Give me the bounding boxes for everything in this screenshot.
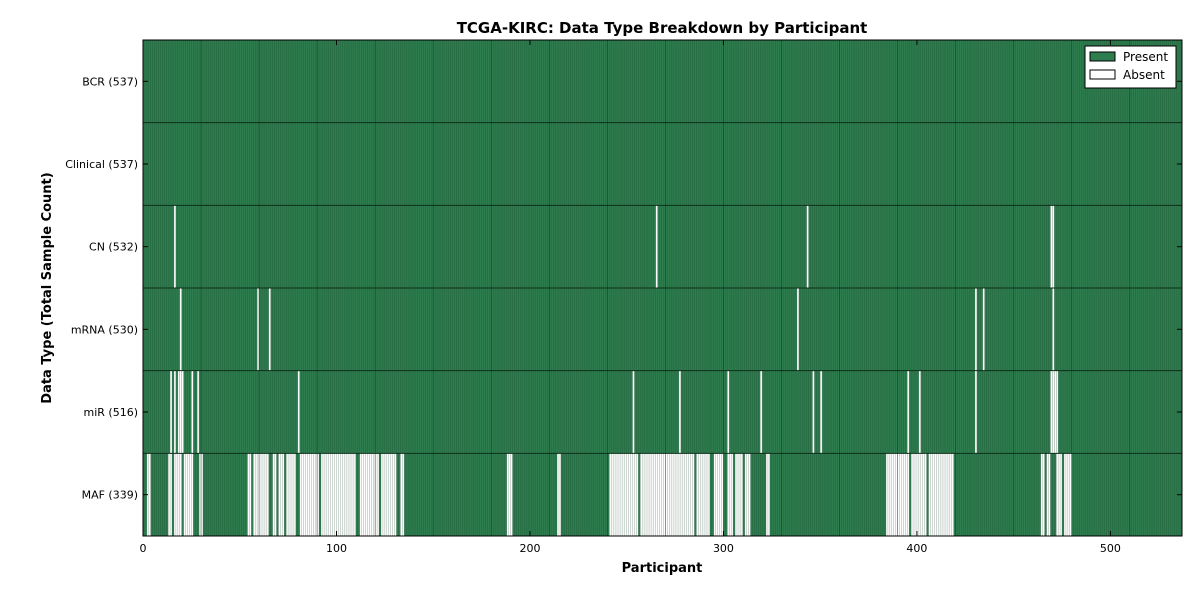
y-axis-label: Data Type (Total Sample Count)	[40, 172, 55, 403]
y-tick-label: CN (532)	[89, 241, 138, 254]
absent-cell	[278, 453, 285, 536]
x-tick-label: 400	[906, 542, 927, 555]
absent-cell	[760, 370, 763, 454]
absent-cell	[974, 370, 977, 454]
row-band	[143, 122, 1182, 206]
absent-cell	[1050, 205, 1053, 288]
absent-cell	[744, 453, 751, 536]
absent-cell	[655, 205, 658, 288]
legend-swatch	[1089, 51, 1116, 62]
absent-cell	[183, 453, 194, 536]
absent-cell	[713, 453, 724, 536]
x-tick-label: 300	[713, 542, 734, 555]
absent-cell	[177, 370, 180, 454]
absent-cell	[1050, 370, 1053, 454]
absent-cell	[974, 288, 977, 371]
absent-cell	[173, 205, 176, 288]
y-tick-label: miR (516)	[84, 406, 139, 419]
absent-cell	[257, 288, 260, 371]
absent-cell	[506, 453, 513, 536]
absent-cell	[727, 370, 730, 454]
absent-cell	[179, 288, 182, 371]
absent-cell	[696, 453, 710, 536]
plot-frame	[142, 39, 1183, 537]
absent-cell	[268, 288, 271, 371]
absent-cell	[609, 453, 639, 536]
absent-cell	[820, 370, 823, 454]
absent-cell	[796, 288, 799, 371]
absent-cell	[812, 370, 815, 454]
absent-cell	[678, 370, 681, 454]
y-tick-label: mRNA (530)	[71, 323, 138, 336]
absent-cell	[806, 205, 809, 288]
row-band	[143, 288, 1182, 371]
axes: BCR (537) Clinical (537) CN (532) mRNA (530…	[65, 39, 1183, 555]
x-tick-label: 500	[1100, 542, 1121, 555]
absent-cell	[1054, 370, 1057, 454]
absent-cell	[173, 370, 176, 454]
y-tick-label: BCR (537)	[82, 75, 138, 88]
absent-cell	[1056, 370, 1059, 454]
plot-area	[142, 40, 1182, 536]
legend-label: Absent	[1123, 68, 1165, 82]
x-tick-label: 100	[326, 542, 347, 555]
absent-cell	[632, 370, 635, 454]
legend: Present Absent	[1084, 45, 1177, 89]
x-axis-label: Participant	[622, 561, 703, 576]
absent-cell	[181, 370, 184, 454]
absent-cell	[907, 370, 910, 454]
absent-cell	[727, 453, 734, 536]
row-band	[143, 40, 1182, 123]
row-band	[143, 205, 1182, 288]
absent-cell	[1052, 288, 1055, 371]
absent-cell	[982, 288, 985, 371]
absent-cell	[1052, 205, 1055, 288]
absent-cell	[197, 370, 200, 454]
x-tick-label: 200	[519, 542, 540, 555]
absent-cell	[170, 370, 173, 454]
legend-swatch	[1089, 69, 1116, 80]
absent-cell	[179, 370, 182, 454]
chart-title: TCGA-KIRC: Data Type Breakdown by Partic…	[457, 19, 868, 37]
absent-cell	[1056, 453, 1063, 536]
absent-cell	[1052, 370, 1055, 454]
absent-cell	[918, 370, 921, 454]
y-tick-label: Clinical (537)	[65, 158, 138, 171]
absent-cell	[928, 453, 954, 536]
y-tick-label: MAF (339)	[82, 489, 138, 502]
x-tick-label: 0	[140, 542, 147, 555]
absent-cell	[286, 453, 296, 536]
absent-cell	[297, 370, 300, 454]
absent-cell	[191, 370, 194, 454]
row-band	[143, 370, 1182, 454]
legend-label: Present	[1123, 50, 1168, 64]
